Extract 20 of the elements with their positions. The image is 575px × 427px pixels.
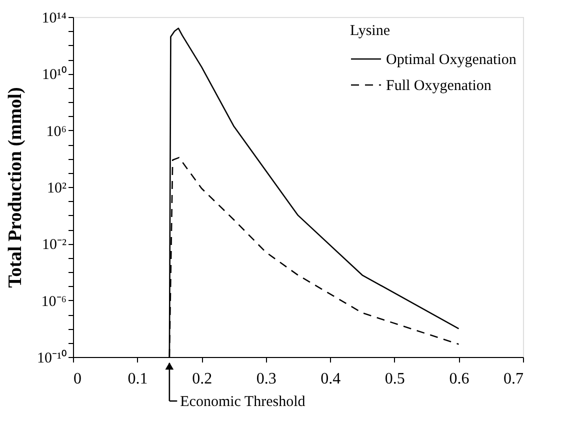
- text: Economic Threshold: [180, 394, 306, 410]
- x-tick-label: 0: [74, 370, 82, 388]
- x-tick-label: 0.3: [256, 370, 276, 388]
- legend-title: Lysine: [350, 23, 390, 39]
- y-tick-label: 10⁻⁶: [41, 294, 66, 310]
- x-tick-label: 0.2: [192, 370, 212, 388]
- y-tick-label: 10⁻²: [42, 237, 67, 254]
- x-tick-label: 0.6: [449, 370, 470, 388]
- legend-label: Optimal Oxygenation: [386, 52, 517, 68]
- x-tick-label: 0.5: [384, 370, 405, 388]
- x-tick-label: 0.1: [128, 370, 148, 388]
- y-tick-label: 10¹⁴: [42, 10, 66, 26]
- y-tick-label: 10¹⁰: [42, 66, 66, 84]
- x-tick-label: 0.7: [504, 370, 524, 388]
- y-tick-label: 10⁶: [46, 124, 66, 140]
- legend-label: Full Oxygenation: [386, 78, 492, 94]
- y-tick-label: 10⁻¹⁰: [37, 350, 66, 366]
- x-tick-label: 0.4: [320, 370, 341, 388]
- y-tick-label: 10²: [47, 180, 67, 196]
- y-axis-title: Total Production (mmol): [5, 87, 26, 288]
